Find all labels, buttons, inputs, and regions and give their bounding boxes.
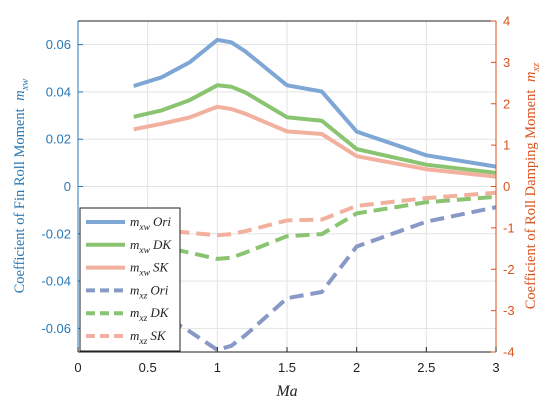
left-axis-label: Coefficient of Fin Roll Moment mxw	[12, 79, 31, 294]
right-axis-label-text: Coefficient of Roll Damping Moment	[523, 90, 539, 310]
right-tick-label: 4	[503, 14, 510, 29]
x-tick-label: 1	[214, 360, 221, 375]
left-tick-label: -0.04	[41, 274, 71, 289]
right-axis-label: Coefficient of Roll Damping Moment mxz	[523, 63, 542, 309]
right-axis-symbol: m	[523, 72, 539, 82]
legend-entry-label: mxz Ori	[130, 282, 169, 301]
right-tick-label: 1	[503, 138, 510, 153]
left-tick-label: -0.06	[41, 321, 71, 336]
left-tick-label: 0.06	[46, 37, 71, 52]
series-line-xw-sk	[133, 104, 497, 179]
x-tick-label: 0	[74, 360, 81, 375]
right-tick-label: 3	[503, 55, 510, 70]
legend-entry-label: mxw SK	[130, 260, 169, 279]
left-axis-label-text: Coefficient of Fin Roll Moment	[12, 108, 28, 293]
x-tick-label: 1.5	[278, 360, 296, 375]
series-line-xw-ori	[133, 37, 497, 169]
legend-entry-label: mxw Ori	[130, 214, 171, 233]
legend-entry-label: mxw DK	[130, 237, 172, 256]
left-tick-label: 0.04	[46, 84, 71, 99]
legend-entry-label: mxz SK	[130, 328, 167, 347]
left-axis-symbol-sub: xw	[20, 79, 31, 92]
right-tick-label: -1	[503, 220, 515, 235]
right-tick-label: -2	[503, 262, 515, 277]
left-tick-label: 0.02	[46, 132, 71, 147]
right-tick-label: 0	[503, 179, 510, 194]
legend: mxw Ori mxw DK mxw SK mxz Ori mxz DK mxz SK	[79, 207, 181, 352]
legend-box	[79, 207, 181, 352]
right-tick-label: -3	[503, 303, 515, 318]
x-tick-label: 2.5	[417, 360, 435, 375]
right-axis-symbol-sub: xz	[531, 63, 542, 73]
x-tick-label: 0.5	[139, 360, 157, 375]
right-tick-label: 2	[503, 96, 510, 111]
legend-entry-label: mxz DK	[130, 305, 170, 324]
axes: 0 0.5 1 1.5 2 2.5 3 -0.06 -0.04 -0.02 0 0.02 0.04 0.0…	[41, 14, 514, 376]
x-tick-label: 3	[492, 360, 499, 375]
x-tick-label: 2	[353, 360, 360, 375]
left-tick-label: 0	[64, 179, 71, 194]
right-tick-label: -4	[503, 345, 515, 360]
left-axis-symbol: m	[12, 90, 28, 100]
x-axis-label: Ma	[275, 383, 297, 400]
series-line-xw-dk	[133, 83, 497, 175]
left-tick-label: -0.02	[41, 226, 71, 241]
